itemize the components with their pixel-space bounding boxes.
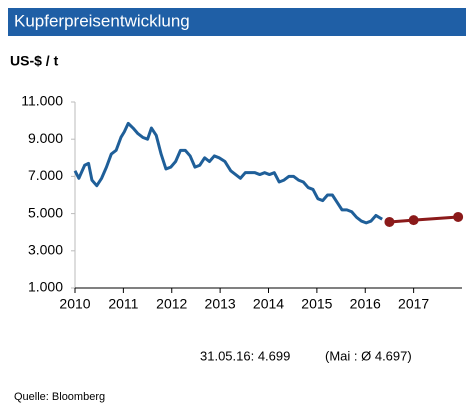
- source: Quelle: Bloomberg: [14, 391, 105, 403]
- x-tick-label: 2012: [156, 296, 187, 312]
- title-bar: [8, 8, 466, 36]
- y-tick-label: 7.000: [28, 167, 63, 183]
- y-tick-label: 3.000: [28, 242, 63, 258]
- annotation: 31.05.16: 4.699: [200, 348, 290, 363]
- data-point: [408, 215, 419, 226]
- chart-title: Kupferpreisentwicklung: [14, 11, 190, 30]
- y-tick-label: 11.000: [21, 93, 63, 109]
- y-axis-label: US-$ / t: [10, 53, 59, 69]
- series-line: [389, 215, 459, 224]
- x-tick-label: 2014: [253, 296, 284, 312]
- data-point: [384, 216, 395, 227]
- y-tick-label: 5.000: [28, 204, 63, 220]
- data-point: [453, 211, 464, 222]
- x-tick-label: 2013: [205, 296, 236, 312]
- x-tick-label: 2016: [350, 296, 381, 312]
- y-tick-label: 1.000: [28, 279, 63, 295]
- x-tick-label: 2010: [59, 296, 90, 312]
- x-tick-label: 2011: [108, 296, 138, 312]
- annotation: (Mai : Ø 4.697): [325, 348, 412, 363]
- series-line: [73, 121, 383, 225]
- x-tick-label: 2017: [398, 296, 429, 312]
- y-tick-label: 9.000: [28, 130, 63, 146]
- x-tick-label: 2015: [301, 296, 332, 312]
